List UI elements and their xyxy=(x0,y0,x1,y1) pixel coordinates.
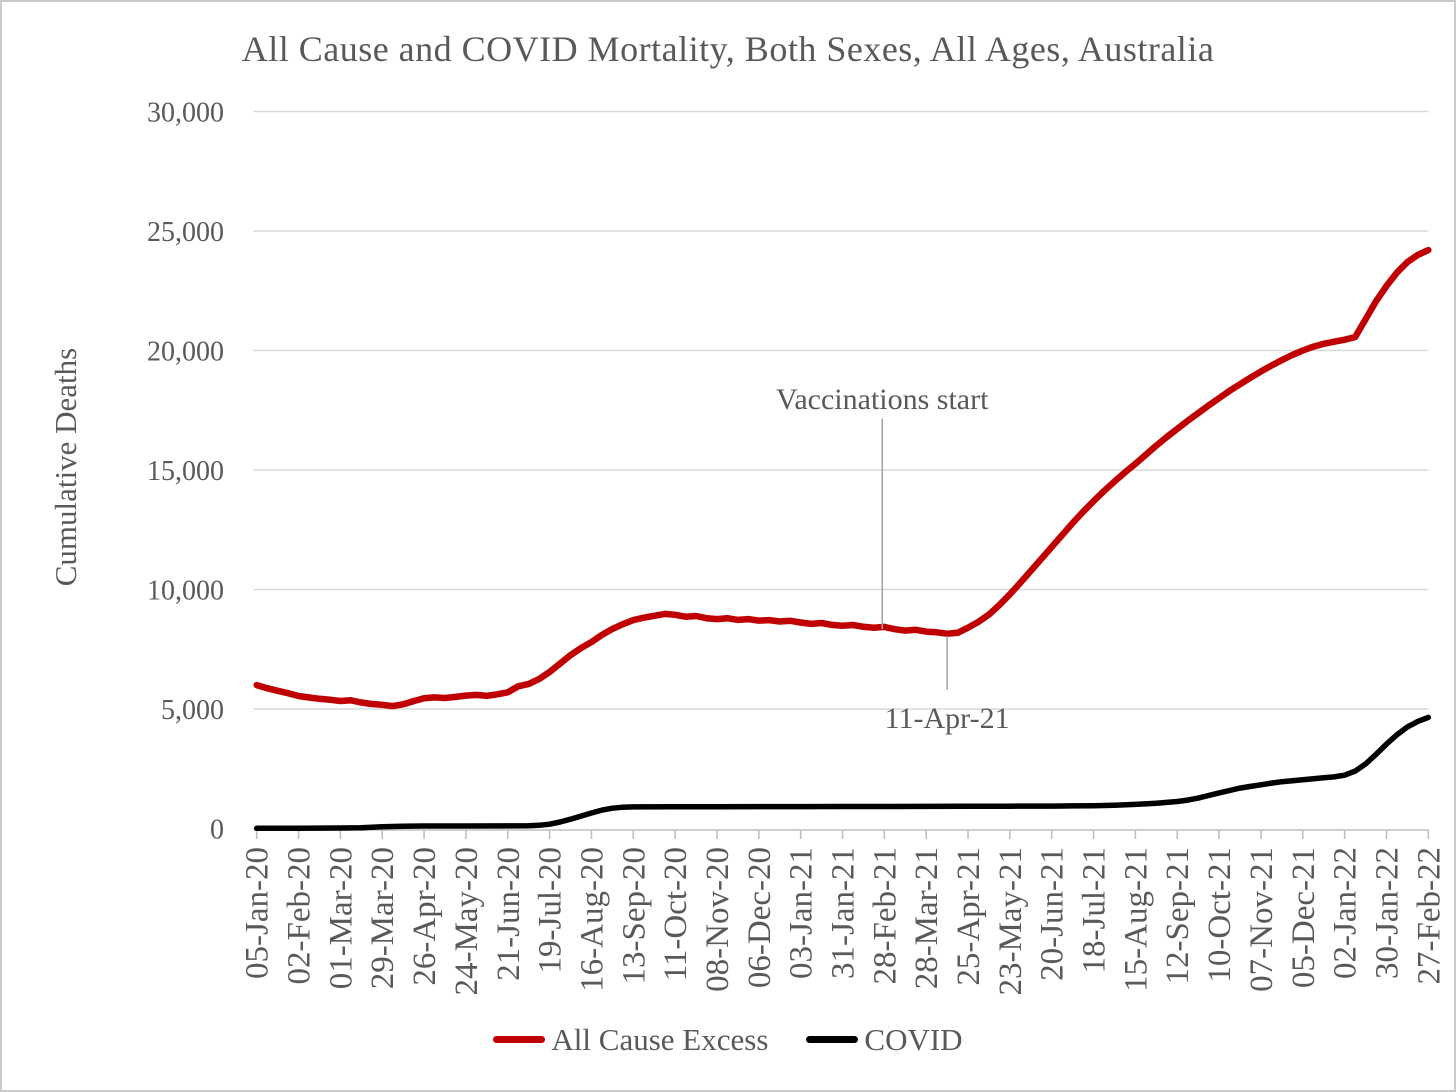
x-tick-label: 02-Feb-20 xyxy=(282,847,318,984)
x-tick-label: 10-Oct-21 xyxy=(1202,847,1238,983)
series-line-all-cause-excess xyxy=(253,246,1432,710)
y-tick-label: 30,000 xyxy=(147,98,224,129)
legend-item-all-cause-excess: All Cause Excess xyxy=(493,1024,768,1055)
y-tick-label: 10,000 xyxy=(147,576,224,607)
x-tick-label: 05-Dec-21 xyxy=(1286,847,1322,988)
x-tick-label: 08-Nov-20 xyxy=(700,847,736,992)
x-tick-label: 30-Jan-22 xyxy=(1369,847,1405,979)
x-tick-label: 18-Jul-21 xyxy=(1077,847,1113,974)
x-tick-label: 11-Oct-20 xyxy=(658,847,694,981)
x-axis-tick-labels: 05-Jan-20 02-Feb-20 01-Mar-20 29-Mar-20 26-A… xyxy=(240,847,1448,995)
x-tick-label: 15-Aug-21 xyxy=(1118,847,1154,992)
y-tick-label: 0 xyxy=(210,815,224,846)
x-tick-label: 27-Feb-22 xyxy=(1411,847,1447,984)
x-axis xyxy=(253,829,1430,839)
annotation-label: Vaccinations start xyxy=(776,383,989,416)
x-tick-label: 21-Jun-20 xyxy=(491,847,527,981)
x-tick-label: 06-Dec-20 xyxy=(742,847,778,988)
x-tick-label: 01-Mar-20 xyxy=(323,847,359,989)
legend-label-covid: COVID xyxy=(864,1022,963,1057)
annotation-label: 11-Apr-21 xyxy=(885,702,1010,735)
x-tick-label: 28-Feb-21 xyxy=(867,847,903,984)
x-tick-label: 02-Jan-22 xyxy=(1328,847,1364,979)
series-lines xyxy=(253,246,1432,832)
y-tick-label: 15,000 xyxy=(147,456,224,487)
legend-label-all-cause: All Cause Excess xyxy=(551,1022,769,1057)
legend-line-swatch-all-cause xyxy=(493,1036,546,1043)
y-axis-tick-labels: 0 5,000 10,000 15,000 20,000 25,000 30,000 xyxy=(147,98,224,846)
y-tick-label: 5,000 xyxy=(161,695,224,726)
legend: All Cause Excess COVID xyxy=(2,1024,1454,1055)
legend-line-swatch-covid xyxy=(806,1036,859,1043)
x-tick-label: 20-Jun-21 xyxy=(1035,847,1071,981)
gridlines xyxy=(253,110,1429,710)
x-tick-label: 07-Nov-21 xyxy=(1244,847,1280,992)
x-tick-label: 12-Sep-21 xyxy=(1160,847,1196,984)
x-tick-label: 13-Sep-20 xyxy=(616,847,652,984)
x-tick-label: 25-Apr-21 xyxy=(951,847,987,986)
x-tick-label: 24-May-20 xyxy=(449,847,485,995)
x-tick-label: 28-Mar-21 xyxy=(909,847,945,989)
chart-title: All Cause and COVID Mortality, Both Sexe… xyxy=(241,29,1215,69)
x-tick-label: 29-Mar-20 xyxy=(365,847,401,989)
x-tick-label: 19-Jul-20 xyxy=(533,847,569,974)
x-tick-label: 05-Jan-20 xyxy=(240,847,276,979)
x-tick-label: 03-Jan-21 xyxy=(784,847,820,979)
y-tick-label: 25,000 xyxy=(147,217,224,248)
x-tick-label: 31-Jan-21 xyxy=(825,847,861,979)
y-tick-label: 20,000 xyxy=(147,337,224,368)
series-line-covid xyxy=(253,714,1432,832)
x-tick-label: 16-Aug-20 xyxy=(574,847,610,992)
annotations: Vaccinations start 11-Apr-21 xyxy=(776,383,1010,735)
x-tick-label: 23-May-21 xyxy=(993,847,1029,995)
x-tick-label: 26-Apr-20 xyxy=(407,847,443,986)
legend-item-covid: COVID xyxy=(806,1022,963,1057)
